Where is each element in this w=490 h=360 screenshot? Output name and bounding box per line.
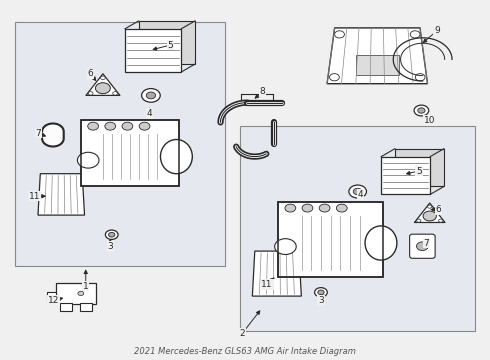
Circle shape (416, 242, 428, 251)
Bar (381, 157, 430, 194)
Text: 7: 7 (35, 129, 41, 138)
Text: 7: 7 (423, 238, 429, 248)
Circle shape (88, 122, 98, 130)
Bar (80, 303, 92, 311)
Circle shape (416, 219, 421, 222)
Circle shape (329, 74, 339, 81)
Bar (125, 29, 181, 72)
Polygon shape (327, 28, 427, 84)
Text: 4: 4 (357, 190, 363, 199)
Text: 6: 6 (436, 205, 441, 214)
Polygon shape (86, 74, 120, 95)
Bar (356, 55, 399, 75)
Circle shape (146, 92, 156, 99)
Ellipse shape (365, 226, 397, 260)
Bar (278, 202, 384, 277)
Text: 4: 4 (147, 109, 152, 118)
Text: 11: 11 (28, 192, 40, 201)
Bar (56, 283, 96, 304)
Text: 6: 6 (88, 69, 94, 78)
Circle shape (275, 239, 296, 255)
Polygon shape (42, 123, 64, 147)
Circle shape (353, 188, 362, 195)
Bar (139, 21, 195, 64)
Ellipse shape (160, 140, 193, 174)
Circle shape (113, 92, 118, 95)
Circle shape (88, 92, 93, 95)
Circle shape (414, 105, 429, 116)
Circle shape (428, 205, 432, 208)
Text: 8: 8 (259, 87, 265, 96)
Bar (395, 149, 444, 186)
Circle shape (319, 204, 330, 212)
Circle shape (410, 31, 420, 38)
Circle shape (349, 185, 367, 198)
Circle shape (439, 219, 443, 222)
Text: 5: 5 (168, 40, 173, 49)
Polygon shape (252, 251, 301, 296)
Circle shape (78, 291, 84, 296)
Polygon shape (415, 203, 445, 222)
Circle shape (423, 211, 437, 221)
Text: 3: 3 (107, 242, 113, 251)
Circle shape (417, 108, 425, 113)
Circle shape (335, 31, 344, 38)
Circle shape (302, 204, 313, 212)
Bar (15, 22, 225, 266)
Bar (240, 126, 475, 331)
Circle shape (109, 233, 115, 237)
Circle shape (105, 122, 116, 130)
FancyBboxPatch shape (410, 234, 435, 258)
Text: 2: 2 (240, 328, 245, 338)
Circle shape (139, 122, 150, 130)
Bar (81, 120, 179, 186)
Circle shape (77, 152, 99, 168)
Text: 2021 Mercedes-Benz GLS63 AMG Air Intake Diagram: 2021 Mercedes-Benz GLS63 AMG Air Intake … (134, 346, 356, 356)
Bar (278, 202, 384, 277)
Circle shape (105, 230, 118, 239)
Text: 1: 1 (83, 282, 89, 291)
Text: 11: 11 (261, 280, 273, 289)
Text: 5: 5 (416, 166, 422, 175)
Circle shape (100, 76, 105, 80)
Circle shape (122, 122, 133, 130)
Bar (47, 292, 56, 301)
Circle shape (416, 74, 425, 81)
Text: 12: 12 (48, 296, 60, 305)
Circle shape (96, 83, 110, 94)
Circle shape (142, 89, 160, 102)
Bar (60, 303, 72, 311)
Circle shape (336, 204, 347, 212)
Circle shape (285, 204, 296, 212)
Text: 3: 3 (318, 296, 324, 305)
Circle shape (318, 290, 324, 294)
Bar (81, 120, 179, 186)
Polygon shape (38, 174, 84, 215)
Text: 10: 10 (424, 116, 436, 125)
Circle shape (315, 288, 327, 297)
Text: 9: 9 (434, 26, 440, 35)
